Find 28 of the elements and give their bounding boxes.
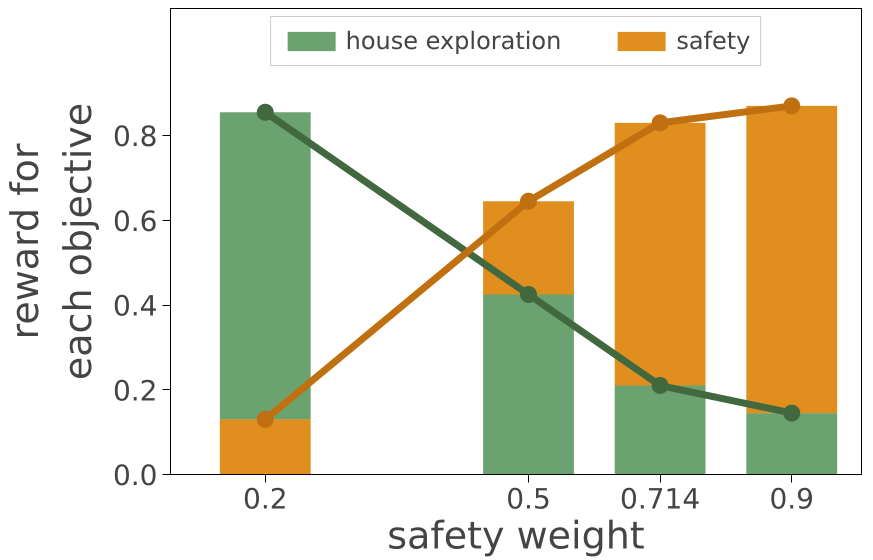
- point: [652, 377, 669, 394]
- bar: [220, 419, 311, 474]
- x-tick-label: 0.2: [243, 482, 288, 516]
- y-tick-label: 0.2: [112, 374, 158, 408]
- bar: [614, 122, 706, 386]
- x-tick-label: 0.714: [620, 482, 700, 516]
- bar: [746, 106, 838, 414]
- point: [256, 104, 274, 121]
- point: [520, 286, 538, 303]
- bar: [746, 413, 838, 474]
- y-tick-label: 0.6: [112, 204, 158, 238]
- bar: [483, 294, 574, 474]
- x-tick-label: 0.9: [769, 482, 814, 516]
- y-axis-title: reward for each objective: [3, 102, 100, 380]
- point: [783, 404, 800, 422]
- point: [652, 114, 669, 132]
- point: [783, 97, 800, 114]
- bar: [614, 386, 706, 474]
- y-tick-label: 0.8: [112, 120, 158, 154]
- y-tick-label: 0.0: [112, 459, 158, 492]
- x-tick-label: 0.5: [506, 482, 551, 516]
- legend-label: safety: [676, 27, 750, 55]
- bar: [220, 112, 311, 420]
- point: [256, 410, 274, 428]
- legend-label: house exploration: [346, 27, 562, 55]
- point: [520, 192, 538, 210]
- x-axis-title: safety weight: [387, 514, 645, 558]
- y-tick-label: 0.4: [112, 290, 158, 323]
